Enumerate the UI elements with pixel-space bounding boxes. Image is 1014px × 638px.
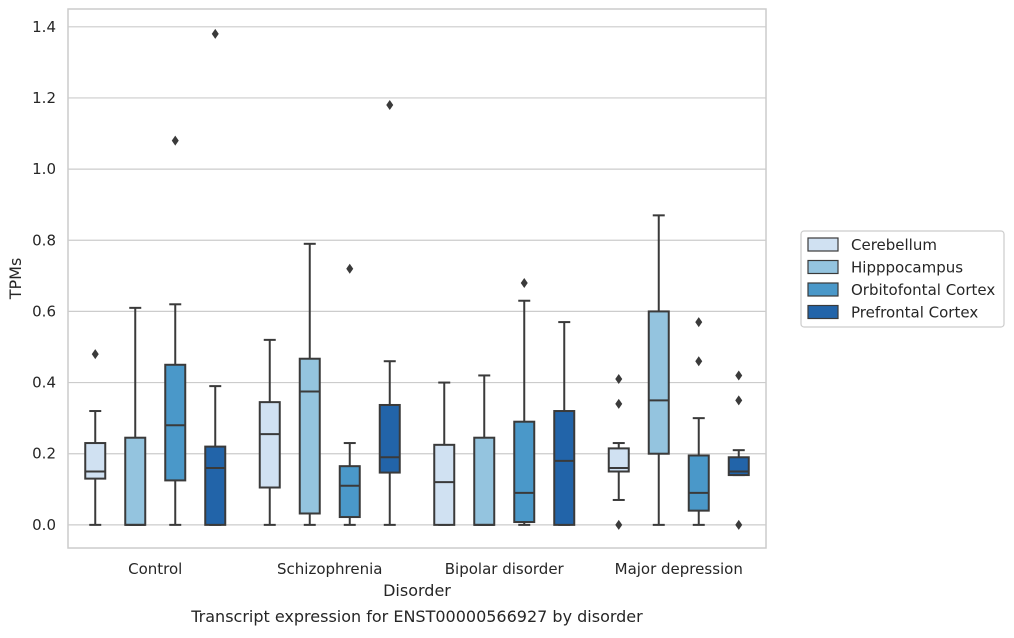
outlier-point (520, 277, 528, 288)
box-group (607, 374, 630, 530)
outlier-point (735, 519, 743, 530)
legend-label: Cerebellum (851, 236, 937, 254)
y-tick-label: 1.2 (32, 89, 56, 107)
y-tick-label: 0.2 (32, 445, 56, 463)
box-group (378, 100, 401, 526)
box (513, 420, 536, 524)
y-tick-label: 0.6 (32, 302, 56, 320)
outlier-point (346, 263, 354, 274)
legend-swatch (807, 304, 839, 320)
outlier-point (211, 28, 219, 39)
box-group (258, 338, 281, 526)
box-group (433, 381, 456, 526)
legend-swatch (807, 237, 839, 252)
box (607, 447, 630, 473)
y-tick-label: 0.4 (32, 374, 56, 392)
plot-frame (67, 8, 767, 549)
legend-frame (800, 230, 1005, 328)
box-layer (84, 28, 750, 530)
box (164, 363, 187, 482)
box (258, 401, 281, 489)
legend-swatch (807, 259, 839, 275)
box (338, 465, 361, 519)
box-group (687, 317, 710, 526)
y-axis-label: TPMs (6, 258, 25, 301)
box-group (84, 349, 107, 526)
y-tick-label: 1.4 (32, 18, 56, 36)
outlier-point (735, 370, 743, 381)
box (553, 410, 576, 526)
outlier-point (386, 100, 394, 111)
box-group (647, 214, 670, 526)
legend-swatch (807, 282, 839, 297)
box-group (164, 135, 187, 526)
x-tick-label: Major depression (615, 560, 743, 578)
box-group (473, 374, 496, 526)
x-tick-label: Bipolar disorder (445, 560, 565, 578)
legend-label: Orbitofontal Cortex (851, 281, 995, 299)
x-tick-labels: Control Schizophrenia Bipolar disorder Majo… (128, 560, 743, 578)
box (204, 445, 227, 526)
y-tick-label: 1.0 (32, 160, 56, 178)
box (647, 310, 670, 455)
outlier-point (695, 356, 703, 367)
outlier-point (615, 398, 623, 409)
y-tick-label: 0.0 (32, 516, 56, 534)
box-group (298, 242, 321, 526)
box (687, 454, 710, 512)
x-tick-label: Control (128, 560, 182, 578)
legend-label: Prefrontal Cortex (851, 304, 978, 322)
box (433, 443, 456, 526)
outlier-point (615, 519, 623, 530)
box (378, 403, 401, 474)
box-group (727, 370, 750, 530)
outlier-point (735, 395, 743, 406)
y-tick-labels: 0.0 0.2 0.4 0.6 0.8 1.0 1.2 1.4 (32, 18, 56, 534)
box-group (553, 321, 576, 526)
box-group (124, 306, 147, 526)
box (298, 357, 321, 515)
box (473, 436, 496, 526)
box-group (338, 263, 361, 526)
x-axis-label: Disorder (383, 581, 451, 600)
legend: Cerebellum Hipppocampus Orbitofontal Corte… (800, 230, 1005, 328)
chart-caption: Transcript expression for ENST0000056692… (190, 607, 643, 626)
outlier-point (171, 135, 179, 146)
y-tick-label: 0.8 (32, 231, 56, 249)
x-tick-label: Schizophrenia (277, 560, 382, 578)
outlier-point (695, 317, 703, 328)
legend-label: Hipppocampus (851, 259, 963, 277)
box-group (513, 277, 536, 526)
box-group (204, 28, 227, 526)
box (124, 436, 147, 526)
outlier-point (615, 374, 623, 385)
box (84, 442, 107, 480)
outlier-point (91, 349, 99, 360)
